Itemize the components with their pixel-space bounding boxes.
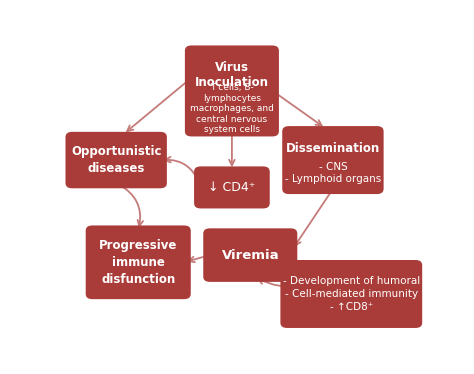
FancyBboxPatch shape [65,132,167,188]
FancyBboxPatch shape [282,126,383,194]
Text: Dissemination: Dissemination [286,142,380,155]
Text: ↓ CD4⁺: ↓ CD4⁺ [208,181,255,194]
Text: Progressive
immune
disfunction: Progressive immune disfunction [99,239,177,286]
FancyBboxPatch shape [281,260,422,328]
Text: Viremia: Viremia [221,249,279,261]
Text: Virus
Inoculation: Virus Inoculation [195,61,269,89]
Text: - CNS
- Lymphoid organs: - CNS - Lymphoid organs [285,162,381,184]
Text: - Development of humoral
- Cell-mediated immunity
- ↑CD8⁺: - Development of humoral - Cell-mediated… [283,276,420,312]
FancyBboxPatch shape [194,166,270,208]
FancyBboxPatch shape [185,46,279,137]
FancyBboxPatch shape [86,226,191,299]
Text: Opportunistic
diseases: Opportunistic diseases [71,145,162,175]
Text: T cells, B-
lymphocytes
macrophages, and
central nervous
system cells: T cells, B- lymphocytes macrophages, and… [190,83,274,134]
FancyBboxPatch shape [203,228,297,282]
